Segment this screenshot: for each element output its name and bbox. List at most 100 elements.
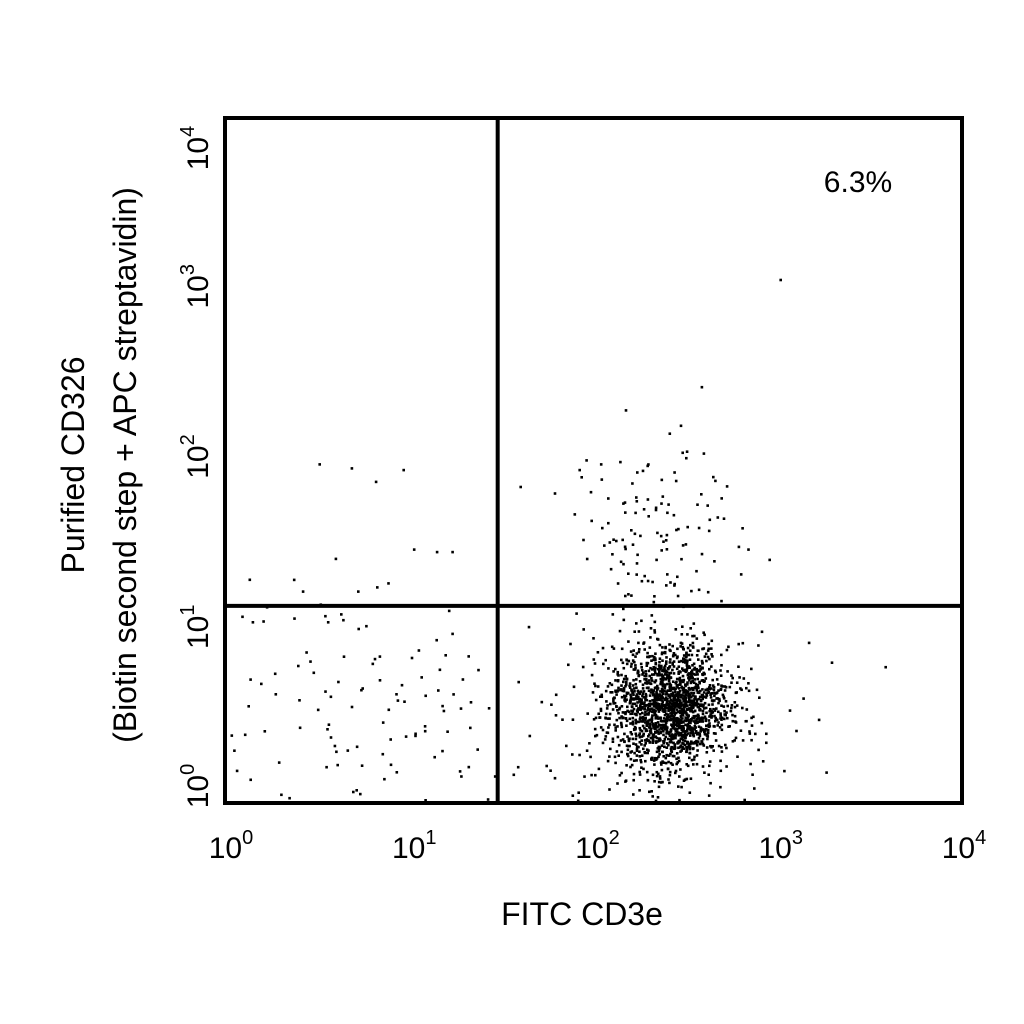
event-dot [700, 659, 704, 663]
event-dot [687, 673, 690, 676]
event-dot [617, 754, 620, 757]
event-dot [739, 687, 742, 690]
event-dot [638, 773, 642, 776]
event-dot [683, 739, 687, 743]
event-dot [673, 743, 676, 746]
event-dot [717, 744, 721, 748]
event-dot [655, 750, 659, 754]
event-dot [651, 580, 654, 584]
event-dot [656, 694, 659, 697]
event-dot [710, 639, 714, 643]
event-dot [632, 649, 635, 652]
event-dot [675, 656, 679, 660]
event-dot [274, 693, 278, 696]
event-dot [642, 717, 646, 720]
event-dot [636, 697, 640, 701]
event-dot [680, 693, 683, 697]
event-dot [652, 673, 656, 676]
event-dot [660, 478, 664, 482]
event-dot [561, 718, 564, 721]
event-dot [690, 653, 694, 657]
event-dot [695, 685, 698, 689]
event-dot [708, 684, 712, 687]
event-dot [661, 685, 665, 688]
event-dot [675, 667, 679, 671]
event-dot [549, 769, 552, 772]
event-dot [741, 739, 745, 742]
event-dot [728, 725, 731, 728]
event-dot [698, 717, 702, 721]
event-dot [664, 756, 668, 760]
event-dot [642, 671, 645, 674]
event-dot [698, 695, 702, 699]
event-dot [695, 739, 698, 743]
event-dot [658, 673, 662, 677]
event-dot [644, 721, 647, 724]
event-dot [588, 742, 591, 745]
event-dot [662, 726, 666, 729]
event-dot [630, 594, 633, 597]
event-dot [632, 778, 635, 782]
event-dot [698, 670, 701, 673]
event-dot [607, 667, 610, 670]
event-dot [656, 796, 660, 799]
event-dot [651, 739, 655, 742]
event-dot [476, 748, 479, 751]
event-dot [649, 736, 653, 740]
event-dot [632, 759, 636, 762]
event-dot [634, 682, 638, 686]
event-dot [605, 700, 608, 703]
event-dot [672, 652, 676, 655]
event-dot [335, 750, 338, 754]
event-dot [519, 485, 522, 489]
event-dot [424, 694, 427, 698]
event-dot [674, 769, 678, 773]
event-dot [692, 720, 696, 723]
event-dot [680, 734, 684, 738]
event-dot [649, 666, 652, 670]
event-dot [635, 749, 639, 752]
event-dot [733, 705, 737, 709]
event-dot [639, 760, 643, 764]
event-dot [653, 763, 656, 766]
event-dot [660, 651, 664, 654]
event-dot [682, 700, 685, 703]
event-dot [582, 538, 585, 542]
event-dot [669, 752, 672, 756]
event-dot [663, 697, 666, 701]
event-dot [687, 696, 691, 700]
event-dot [337, 680, 340, 684]
event-dot [665, 656, 668, 659]
event-dot [691, 680, 694, 683]
event-dot [694, 719, 698, 722]
event-dot [708, 657, 711, 661]
event-dot [646, 703, 650, 707]
event-dot [645, 739, 648, 742]
event-dot [720, 653, 723, 657]
event-dot [641, 687, 645, 690]
event-dot [663, 666, 666, 669]
event-dot [736, 755, 739, 758]
event-dot [703, 701, 707, 705]
event-dot [664, 721, 668, 725]
event-dot [645, 678, 648, 681]
event-dot [656, 721, 660, 724]
event-dot [660, 763, 663, 766]
event-dot [660, 699, 664, 702]
event-dot [655, 729, 659, 732]
event-dot [664, 662, 668, 665]
event-dot [693, 666, 697, 670]
event-dot [708, 687, 712, 691]
event-dot [709, 709, 713, 713]
event-dot [653, 713, 657, 716]
event-dot [682, 687, 686, 690]
event-dot [705, 711, 708, 715]
event-dot [639, 690, 643, 693]
event-dot [632, 707, 636, 711]
event-dot [357, 627, 360, 631]
event-dot [653, 680, 657, 684]
event-dot [706, 731, 710, 735]
event-dot [644, 728, 648, 731]
event-dot [710, 715, 714, 718]
event-dot [672, 720, 675, 724]
